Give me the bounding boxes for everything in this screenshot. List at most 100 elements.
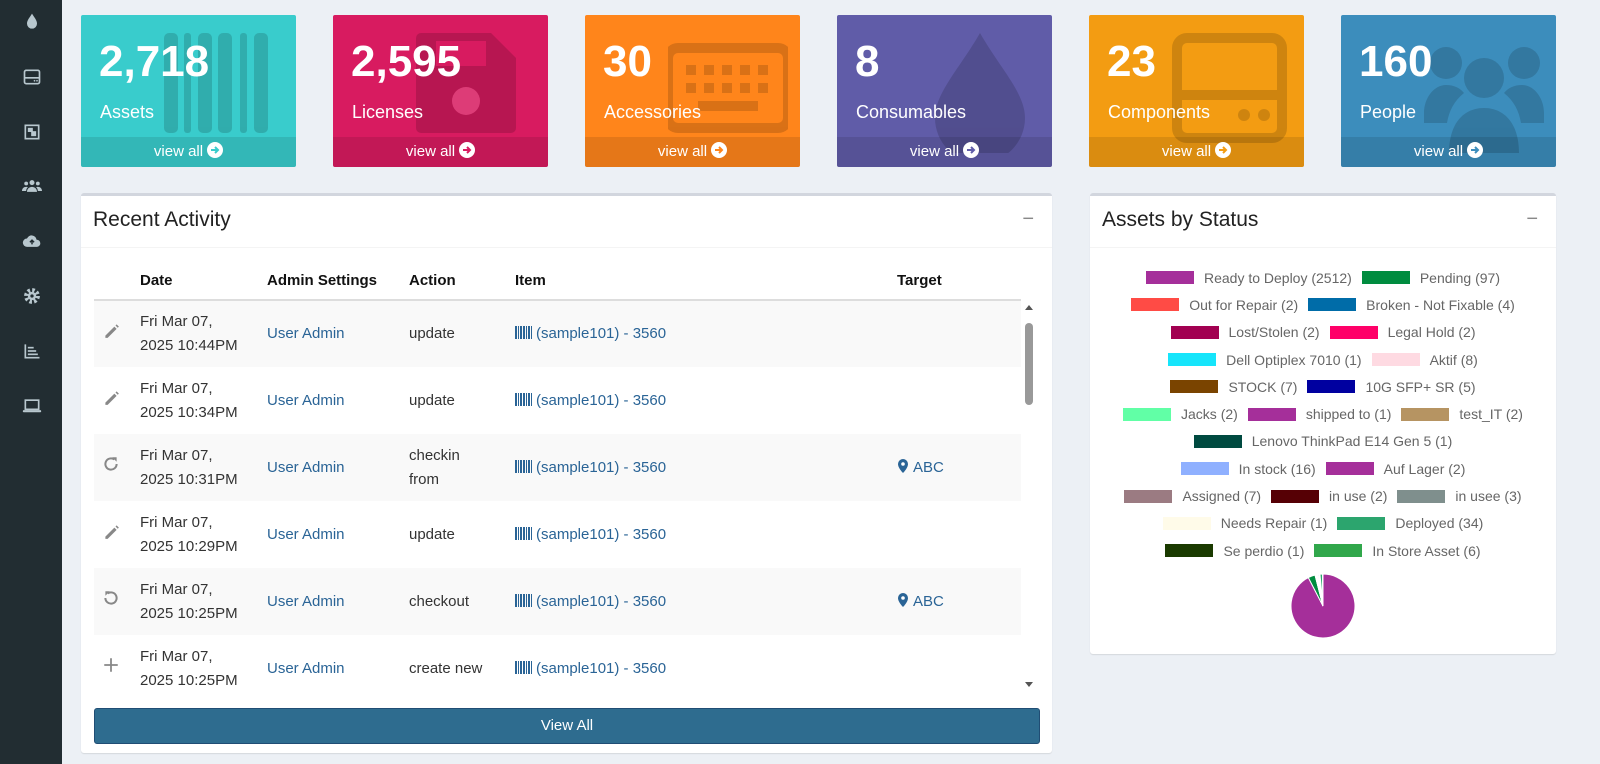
- date-line: Fri Mar 07,: [140, 647, 213, 665]
- view-all-link[interactable]: view all: [81, 137, 296, 167]
- status-pie-chart: [1290, 573, 1356, 639]
- time-line: 2025 10:29PM: [140, 537, 238, 555]
- legend-label: Dell Optiplex 7010 (1): [1226, 351, 1362, 368]
- object-group-icon[interactable]: [20, 120, 44, 144]
- legend-swatch: [1145, 271, 1194, 285]
- legend-item[interactable]: in use (2): [1271, 488, 1387, 504]
- legend-item[interactable]: In Store Asset (6): [1314, 543, 1481, 559]
- admin-link[interactable]: User Admin: [267, 325, 345, 342]
- legend-item[interactable]: Lost/Stolen (2): [1170, 324, 1320, 340]
- admin-link[interactable]: User Admin: [267, 592, 345, 610]
- hdd-icon[interactable]: [20, 65, 44, 89]
- legend-row: Lenovo ThinkPad E14 Gen 5 (1): [1090, 428, 1556, 455]
- view-all-button[interactable]: View All: [94, 708, 1040, 744]
- collapse-button[interactable]: −: [1022, 208, 1034, 230]
- laptop-icon[interactable]: [20, 394, 44, 418]
- legend-item[interactable]: Deployed (34): [1337, 515, 1483, 531]
- action-cell: checkout: [409, 568, 515, 635]
- admin-link[interactable]: User Admin: [267, 458, 345, 476]
- date-line: Fri Mar 07,: [140, 446, 213, 464]
- legend-item[interactable]: Se perdio (1): [1165, 543, 1304, 559]
- tile-count: 23: [1107, 37, 1156, 86]
- item-text: (sample101) - 3560: [536, 525, 667, 543]
- legend-label: Se perdio (1): [1223, 542, 1305, 559]
- scrollbar[interactable]: [1021, 302, 1037, 692]
- legend-row: Dell Optiplex 7010 (1) Aktif (8): [1090, 346, 1556, 373]
- item-text: (sample101) - 3560: [536, 325, 667, 342]
- item-link[interactable]: (sample101) - 3560: [515, 325, 666, 342]
- barcode-icon: [515, 526, 532, 540]
- legend-item[interactable]: STOCK (7): [1170, 379, 1297, 395]
- legend-row: Se perdio (1) In Store Asset (6): [1090, 537, 1556, 564]
- item-link[interactable]: (sample101) - 3560: [515, 593, 666, 610]
- legend-swatch: [1193, 434, 1242, 448]
- tile-components[interactable]: 23 Components view all: [1089, 15, 1304, 167]
- column-header[interactable]: Item: [515, 262, 897, 301]
- target-link[interactable]: ABC: [897, 458, 944, 476]
- date-cell: Fri Mar 07, 2025 10:44PM: [140, 300, 267, 367]
- item-link[interactable]: (sample101) - 3560: [515, 459, 666, 476]
- view-all-link[interactable]: view all: [333, 137, 548, 167]
- date-cell: Fri Mar 07, 2025 10:31PM: [140, 434, 267, 501]
- legend-item[interactable]: Ready to Deploy (2512): [1145, 270, 1352, 286]
- admin-link[interactable]: User Admin: [267, 525, 345, 543]
- legend-item[interactable]: Out for Repair (2): [1131, 297, 1298, 313]
- time-line: 2025 10:31PM: [140, 470, 238, 488]
- column-header[interactable]: Target: [897, 262, 1021, 301]
- gear-icon[interactable]: [20, 284, 44, 308]
- users-icon[interactable]: [20, 174, 44, 198]
- tile-count: 8: [855, 37, 880, 86]
- collapse-button[interactable]: −: [1526, 208, 1538, 230]
- admin-link[interactable]: User Admin: [267, 659, 345, 677]
- legend-item[interactable]: 10G SFP+ SR (5): [1307, 379, 1476, 395]
- map-marker-icon: [898, 458, 908, 473]
- cloud-upload-icon[interactable]: [20, 229, 44, 253]
- table-row: Fri Mar 07, 2025 10:34PM User Admin updat…: [94, 367, 1021, 434]
- view-all-link[interactable]: view all: [837, 137, 1052, 167]
- target-link[interactable]: ABC: [897, 592, 944, 610]
- legend-item[interactable]: Legal Hold (2): [1329, 324, 1476, 340]
- item-link[interactable]: (sample101) - 3560: [515, 392, 666, 409]
- box-header: Assets by Status −: [1090, 196, 1556, 248]
- legend-item[interactable]: Broken - Not Fixable (4): [1308, 297, 1515, 313]
- tile-accessories[interactable]: 30 Accessories view all: [585, 15, 800, 167]
- legend-item[interactable]: shipped to (1): [1247, 406, 1392, 423]
- action-cell: update: [409, 391, 455, 409]
- legend-item[interactable]: Jacks (2): [1123, 406, 1238, 422]
- legend-label: shipped to (1): [1305, 406, 1392, 423]
- tile-licenses[interactable]: 2,595 Licenses view all: [333, 15, 548, 167]
- legend-item[interactable]: Auf Lager (2): [1325, 461, 1465, 477]
- view-all-link[interactable]: view all: [1341, 137, 1556, 167]
- view-all-link[interactable]: view all: [585, 137, 800, 167]
- legend-item[interactable]: In stock (16): [1180, 461, 1316, 477]
- tile-assets[interactable]: 2,718 Assets view all: [81, 15, 296, 167]
- legend-item[interactable]: Assigned (7): [1124, 488, 1261, 504]
- column-header[interactable]: Admin Settings: [267, 262, 409, 301]
- view-all-link[interactable]: view all: [1089, 137, 1304, 167]
- legend-label: Broken - Not Fixable (4): [1366, 296, 1515, 313]
- arrow-circle-right-icon: [459, 142, 476, 158]
- time-line: 2025 10:34PM: [140, 403, 238, 421]
- column-header[interactable]: Action: [409, 262, 515, 301]
- chart-bar-icon[interactable]: [20, 339, 44, 363]
- tile-people[interactable]: 160 People view all: [1341, 15, 1556, 167]
- column-header[interactable]: Date: [140, 262, 267, 301]
- legend-item[interactable]: test_IT (2): [1401, 406, 1523, 422]
- admin-link[interactable]: User Admin: [267, 391, 345, 409]
- tint-icon: [935, 33, 1025, 153]
- item-link[interactable]: (sample101) - 3560: [515, 660, 666, 677]
- legend-item[interactable]: Lenovo ThinkPad E14 Gen 5 (1): [1193, 433, 1452, 449]
- legend-item[interactable]: Pending (97): [1361, 269, 1501, 286]
- item-link[interactable]: (sample101) - 3560: [515, 526, 666, 543]
- legend-label: Pending (97): [1419, 269, 1501, 286]
- tile-label: Accessories: [604, 102, 702, 122]
- legend-item[interactable]: Needs Repair (1): [1162, 515, 1327, 531]
- tile-consumables[interactable]: 8 Consumables view all: [837, 15, 1052, 167]
- legend-item[interactable]: in usee (3): [1397, 488, 1522, 504]
- column-header[interactable]: [94, 262, 140, 301]
- legend-item[interactable]: Aktif (8): [1371, 351, 1478, 368]
- legend-label: Aktif (8): [1429, 351, 1478, 368]
- tint-icon[interactable]: [20, 10, 44, 34]
- legend-item[interactable]: Dell Optiplex 7010 (1): [1168, 351, 1362, 368]
- chart-legend: Ready to Deploy (2512) Pending (97) Out fo…: [1090, 264, 1556, 564]
